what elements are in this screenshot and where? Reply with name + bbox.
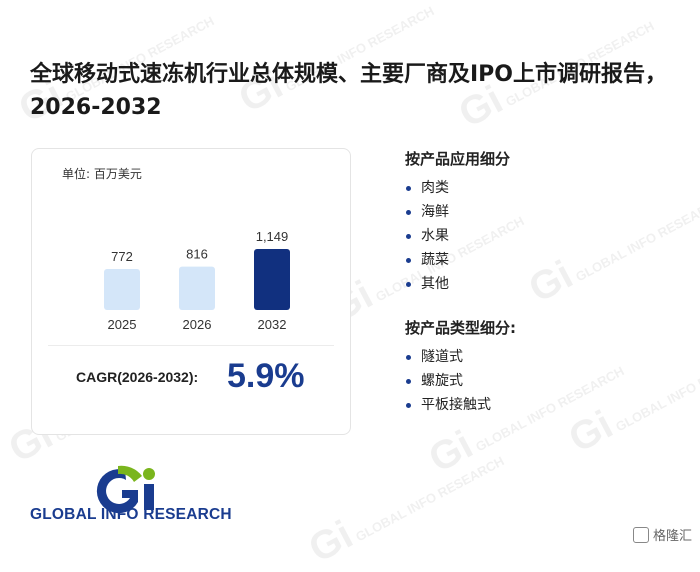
bar-chart: 772 2025 816 2026 1,149 2032	[104, 229, 290, 332]
cagr-label: CAGR(2026-2032):	[76, 369, 199, 385]
type-segment-heading: 按产品类型细分:	[405, 319, 516, 337]
cagr-value: 5.9%	[227, 357, 305, 395]
bar-2026	[179, 266, 215, 310]
list-item: 隧道式	[405, 345, 491, 369]
watermark: Gi GLOBAL INFO RESEARCH	[561, 343, 700, 462]
bullet-icon	[406, 234, 411, 239]
category-label: 2032	[258, 317, 287, 332]
bullet-icon	[406, 186, 411, 191]
logo-text: GLOBAL INFO RESEARCH	[30, 506, 232, 523]
bullet-icon	[406, 258, 411, 263]
bullet-icon	[406, 403, 411, 408]
bar-value-label: 1,149	[256, 229, 289, 244]
bar-value-label: 772	[111, 249, 133, 264]
unit-label: 单位: 百万美元	[62, 167, 142, 181]
bar-2025	[104, 269, 140, 310]
company-logo	[96, 465, 155, 514]
bullet-icon	[406, 379, 411, 384]
bar-2032	[254, 249, 290, 310]
report-title: 全球移动式速冻机行业总体规模、主要厂商及IPO上市调研报告，2026-2032	[30, 62, 668, 120]
list-item: 其他	[405, 272, 449, 296]
watermark: Gi GLOBAL INFO RESEARCH	[301, 453, 507, 572]
source-badge: 格隆汇	[632, 525, 692, 544]
market-size-card: 单位: 百万美元 772 2025 816 2026 1,149 2032 CAGR(20…	[31, 148, 351, 435]
list-item: 海鲜	[405, 200, 449, 224]
list-item: 蔬菜	[405, 248, 449, 272]
application-segment-list: 肉类 海鲜 水果 蔬菜 其他	[405, 176, 449, 296]
list-item: 肉类	[405, 176, 449, 200]
badge-icon	[632, 526, 649, 543]
divider	[48, 345, 334, 346]
bar-value-label: 816	[186, 247, 208, 262]
category-label: 2026	[183, 317, 212, 332]
badge-text: 格隆汇	[652, 529, 692, 544]
category-label: 2025	[108, 317, 137, 332]
list-item: 平板接触式	[405, 393, 491, 417]
watermark: Gi GLOBAL INFO RESEARCH	[521, 193, 700, 312]
bullet-icon	[406, 210, 411, 215]
type-segment-list: 隧道式 螺旋式 平板接触式	[405, 345, 491, 417]
list-item: 水果	[405, 224, 449, 248]
bullet-icon	[406, 355, 411, 360]
list-item: 螺旋式	[405, 369, 491, 393]
bullet-icon	[406, 282, 411, 287]
application-segment-heading: 按产品应用细分	[405, 150, 511, 168]
